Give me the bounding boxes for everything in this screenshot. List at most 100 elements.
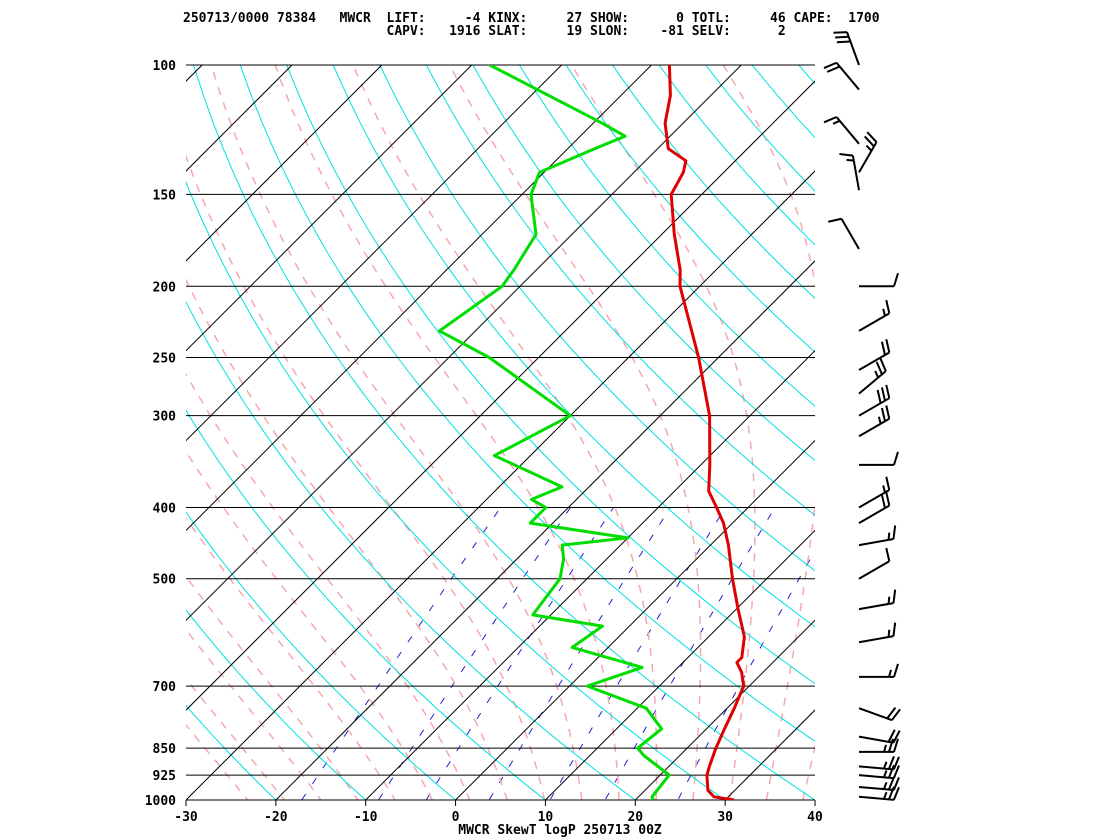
temperature-tick-label: -10: [354, 810, 378, 825]
wind-barb: [859, 451, 899, 466]
dry-adiabat-line: [332, 65, 815, 628]
dry-adiabat-line: [612, 65, 815, 300]
pressure-tick-label: 200: [153, 280, 177, 295]
wind-barb: [858, 384, 891, 417]
dry-adiabat-line: [705, 65, 815, 192]
isobars: [186, 64, 815, 801]
pressure-tick-label: 300: [153, 410, 177, 425]
mixing-ratio-line: [549, 507, 726, 800]
temperature-tick-label: 10: [538, 810, 554, 825]
moist-adiabats: [186, 65, 815, 800]
dry-adiabat-line: [518, 65, 815, 407]
isotherm-line: [186, 65, 293, 172]
dry-adiabat-line: [286, 65, 815, 685]
wind-barb: [858, 776, 900, 792]
wind-barb: [858, 525, 897, 547]
pressure-tick-label: 250: [153, 351, 177, 366]
dry-adiabat-line: [186, 409, 547, 800]
wind-barb: [858, 358, 887, 395]
temperature-tick-label: 20: [627, 810, 643, 825]
isotherm-line: [186, 65, 203, 82]
moist-adiabat-line: [722, 65, 815, 800]
dry-adiabat-line: [565, 65, 815, 353]
wind-barb: [858, 756, 900, 771]
pressure-tick-label: 500: [153, 573, 177, 588]
header-indices-line-2: CAPV: 1916 SLAT: 19 SLON: -81 SELV: 2: [183, 24, 786, 39]
moist-adiabat-line: [186, 278, 508, 800]
moist-adiabat-line: [570, 65, 756, 800]
wind-barb: [859, 738, 899, 753]
temperature-tick-label: 40: [807, 810, 823, 825]
wind-barb: [858, 547, 891, 580]
dry-adiabat-line: [472, 65, 815, 462]
moist-adiabat-line: [210, 65, 583, 800]
pressure-tick-label: 150: [153, 188, 177, 203]
moist-adiabat-line: [186, 372, 471, 800]
dry-adiabat-line: [186, 180, 726, 800]
mixing-ratio-line: [377, 507, 571, 800]
isotherm-line: [186, 65, 473, 352]
dry-adiabat-line: [938, 65, 1120, 816]
moist-adiabat-line: [186, 450, 434, 800]
wind-barb: [858, 339, 891, 371]
dry-adiabat-line: [186, 511, 457, 800]
temperature-tick-label: -20: [264, 810, 288, 825]
wind-barb: [858, 764, 900, 780]
moist-adiabat-line: [802, 743, 815, 800]
dry-adiabat-line: [186, 301, 637, 800]
dry-adiabat-line: [186, 704, 277, 800]
temperature-profile-line: [663, 65, 746, 800]
wind-barb: [858, 492, 891, 524]
isotherms: [0, 65, 815, 816]
isotherm-line: [275, 260, 815, 800]
wind-barb: [858, 131, 878, 173]
isotherm-line: [454, 439, 815, 800]
moist-adiabat-line: [449, 65, 702, 800]
wind-barb: [858, 786, 900, 801]
dewpoint-profile-line: [438, 65, 671, 800]
sounding-profiles: [438, 65, 746, 800]
mixing-ratio-line: [488, 507, 671, 800]
isotherm-line: [186, 80, 815, 711]
wind-barb: [858, 622, 897, 644]
wind-barb: [858, 706, 901, 722]
wind-barb: [858, 729, 901, 744]
dry-adiabat-line: [186, 799, 187, 800]
isotherm-line: [724, 709, 815, 800]
dry-adiabat-line: [379, 65, 815, 572]
dry-adiabat-line: [751, 65, 815, 139]
moist-adiabat-line: [352, 65, 658, 800]
wind-barb: [859, 272, 899, 288]
temperature-tick-label: 30: [717, 810, 733, 825]
moist-adiabat-line: [186, 677, 286, 800]
wind-barb: [858, 589, 897, 611]
isotherm-line: [186, 65, 383, 262]
wind-barb: [823, 116, 860, 145]
mixing-ratio-lines: [301, 507, 815, 800]
wind-barb: [858, 405, 891, 438]
mixing-ratio-line: [425, 507, 614, 800]
dry-adiabat-line: [798, 65, 815, 85]
moist-adiabat-line: [274, 65, 620, 800]
moist-adiabat-line: [186, 575, 359, 800]
isotherm-line: [634, 619, 815, 800]
dry-adiabat-line: [0, 65, 110, 816]
dry-adiabat-line: [658, 65, 815, 246]
temperature-tick-label: 0: [452, 810, 460, 825]
isotherm-line: [186, 65, 742, 621]
moist-adiabat-line: [186, 628, 322, 800]
moist-adiabat-line: [186, 723, 249, 800]
dry-adiabat-line: [845, 65, 1120, 816]
dry-adiabat-line: [186, 609, 367, 800]
isotherm-line: [544, 529, 815, 800]
wind-barb: [839, 152, 860, 191]
isotherm-line: [186, 65, 562, 442]
isotherm-line: [814, 799, 815, 800]
pressure-tick-label: 925: [153, 769, 176, 784]
isotherm-line: [0, 65, 22, 816]
isotherm-line: [365, 350, 815, 800]
chart-footer-title: MWCR SkewT logP 250713 00Z: [458, 823, 662, 838]
moist-adiabat-line: [186, 154, 546, 800]
wind-barb: [858, 476, 891, 509]
